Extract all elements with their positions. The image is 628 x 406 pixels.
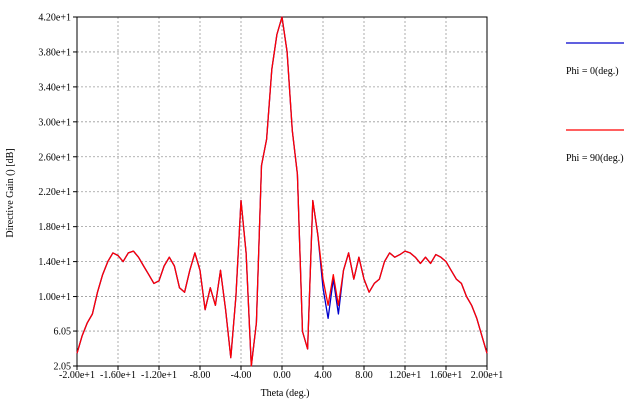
y-tick-label: 3.40e+1 [38,82,71,93]
legend-label: Phi = 0(deg.) [566,66,619,77]
y-tick-label: 3.80e+1 [38,47,71,58]
series-line-phi-90 [76,16,488,367]
x-tick-label: 1.60e+1 [430,370,463,381]
y-tick-label: 2.20e+1 [38,187,71,198]
x-tick-label: 8.00 [355,370,373,381]
y-tick-label: 1.80e+1 [38,222,71,233]
legend: Phi = 0(deg.) Phi = 90(deg.) [566,42,624,164]
y-tick-label: 2.60e+1 [38,152,71,163]
x-tick-label: -1.20e+1 [141,370,177,381]
x-tick-label: -1.60e+1 [100,370,136,381]
y-tick-label: 2.05 [54,362,72,373]
y-axis-title: Directive Gain () [dB] [5,148,16,237]
x-tick-label: -2.00e+1 [59,370,95,381]
x-axis-ticks: -2.00e+1 -1.60e+1 -1.20e+1 -8.00 -4.00 0.00 4.… [59,366,503,381]
x-tick-label: 0.00 [273,370,291,381]
legend-label: Phi = 90(deg.) [566,153,624,164]
x-tick-label: 4.00 [314,370,332,381]
grid [77,17,487,366]
y-tick-label: 1.00e+1 [38,292,71,303]
x-tick-label: 1.20e+1 [389,370,422,381]
series-lines [76,16,488,367]
y-tick-label: 1.40e+1 [38,257,71,268]
x-tick-label: 2.00e+1 [471,370,504,381]
x-axis-title: Theta (deg.) [261,388,310,399]
y-tick-label: 3.00e+1 [38,117,71,128]
x-tick-label: -4.00 [231,370,252,381]
y-tick-label: 4.20e+1 [38,13,71,24]
y-axis-ticks: 2.05 6.05 1.00e+1 1.40e+1 1.80e+1 2.20e+1 2.60… [38,13,77,373]
y-tick-label: 6.05 [54,327,72,338]
x-tick-label: -8.00 [190,370,211,381]
